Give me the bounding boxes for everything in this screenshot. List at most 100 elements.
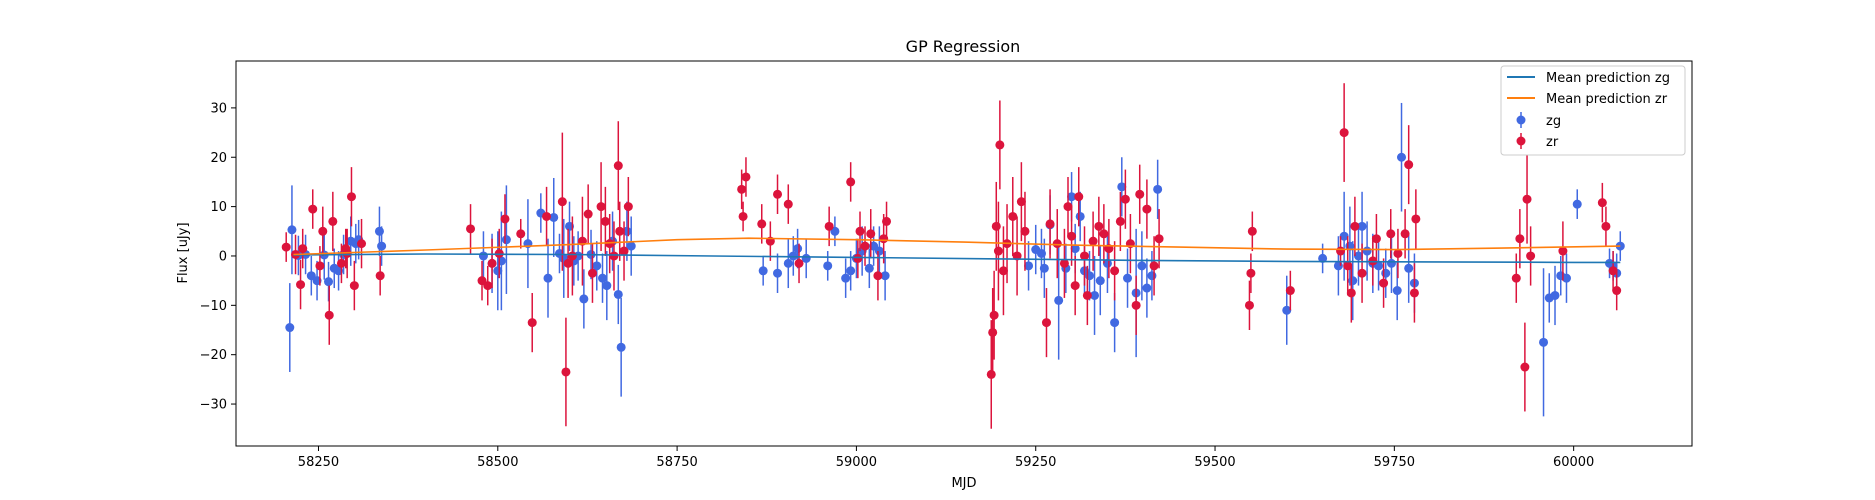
zr-point (357, 239, 367, 249)
zr-point (737, 184, 747, 194)
zr-point (1120, 194, 1130, 204)
zr-point (308, 204, 318, 214)
zr-point (487, 258, 497, 268)
zg-point (579, 294, 589, 304)
zr-point (1343, 261, 1353, 271)
zr-point (500, 214, 510, 224)
zr-point (1059, 258, 1069, 268)
zr-point (794, 258, 804, 268)
zg-point (1095, 276, 1105, 286)
zr-point (346, 192, 356, 202)
zr-point (567, 251, 577, 261)
mean-prediction-line-zg (293, 253, 1621, 264)
zr-point (561, 367, 571, 377)
zr-point (1386, 229, 1396, 239)
zr-point (1336, 246, 1346, 256)
legend-zr-marker-swatch (1516, 136, 1526, 146)
zr-point (623, 202, 633, 212)
zr-point (853, 253, 863, 263)
zg-point (1142, 283, 1152, 293)
zr-point (613, 161, 623, 171)
zg-point (1054, 295, 1064, 305)
zr-point (1350, 221, 1360, 231)
zr-point (1526, 251, 1536, 261)
zr-point (1070, 281, 1080, 291)
x-tick-label: 59750 (1374, 455, 1415, 470)
zr-point (298, 244, 308, 254)
zr-point (596, 202, 606, 212)
zr-point (1020, 226, 1030, 236)
zr-point (855, 226, 865, 236)
zr-point (281, 242, 291, 252)
zr-point (1244, 300, 1254, 310)
zr-point (483, 281, 493, 291)
zr-point (587, 268, 597, 278)
zr-point (296, 280, 306, 290)
x-tick-label: 60000 (1553, 455, 1594, 470)
zg-point (478, 251, 488, 261)
zr-point (1063, 202, 1073, 212)
zr-point (989, 310, 999, 320)
zg-point (1392, 286, 1402, 296)
y-tick-label: 30 (210, 101, 227, 116)
zg-point (1539, 337, 1549, 347)
zr-point (995, 140, 1005, 150)
zr-point (741, 172, 751, 182)
zr-point (328, 216, 338, 226)
zr-point (1346, 288, 1356, 298)
zg-point (1137, 261, 1147, 271)
zr-point (1008, 211, 1018, 221)
zg-point (1039, 263, 1049, 273)
zg-point (773, 268, 783, 278)
zg-point (1282, 305, 1292, 315)
zr-point (1371, 234, 1381, 244)
zg-point (864, 263, 874, 273)
zg-point (1353, 251, 1363, 261)
zr-point (605, 239, 615, 249)
zg-point (626, 241, 636, 251)
zg-point (1572, 199, 1582, 209)
zr-point (1246, 268, 1256, 278)
zr-point (349, 281, 359, 291)
zr-point (563, 258, 573, 268)
zr-point (1110, 266, 1120, 276)
zg-point (1110, 318, 1120, 328)
legend-box (1500, 65, 1686, 156)
zr-point (1099, 229, 1109, 239)
zg-point (592, 261, 602, 271)
x-tick-label: 58500 (477, 455, 518, 470)
zr-point (375, 271, 385, 281)
zg-point (324, 277, 334, 287)
zr-point (773, 189, 783, 199)
chart-marks (281, 83, 1625, 429)
zr-point (1285, 286, 1295, 296)
zr-point (1067, 231, 1077, 241)
zr-point (860, 241, 870, 251)
mean-prediction-line-zr (293, 237, 1621, 256)
zg-point (287, 225, 297, 235)
zr-point (516, 229, 526, 239)
zr-point (1601, 221, 1611, 231)
zg-point (1362, 246, 1372, 256)
x-axis: 58250 58500 58750 59000 59250 59500 59750 60000 (298, 446, 1594, 470)
zg-point (1075, 211, 1085, 221)
zr-point (1404, 160, 1414, 170)
zg-point (501, 235, 511, 245)
zg-point (1386, 258, 1396, 268)
zg-point (1070, 244, 1080, 254)
legend-label-mean-zr: Mean prediction zr (1546, 92, 1668, 107)
zr-point (557, 197, 567, 207)
zg-point (823, 261, 833, 271)
zr-point (1041, 318, 1051, 328)
zr-point (1515, 234, 1525, 244)
zr-point (1115, 216, 1125, 226)
chart-title: GP Regression (906, 37, 1021, 56)
zg-point (1357, 221, 1367, 231)
y-tick-label: −30 (200, 398, 227, 413)
zr-point (1339, 128, 1349, 138)
zg-point (793, 244, 803, 254)
zg-point (1090, 290, 1100, 300)
legend-label-zr: zr (1546, 135, 1559, 150)
zr-point (986, 369, 996, 379)
